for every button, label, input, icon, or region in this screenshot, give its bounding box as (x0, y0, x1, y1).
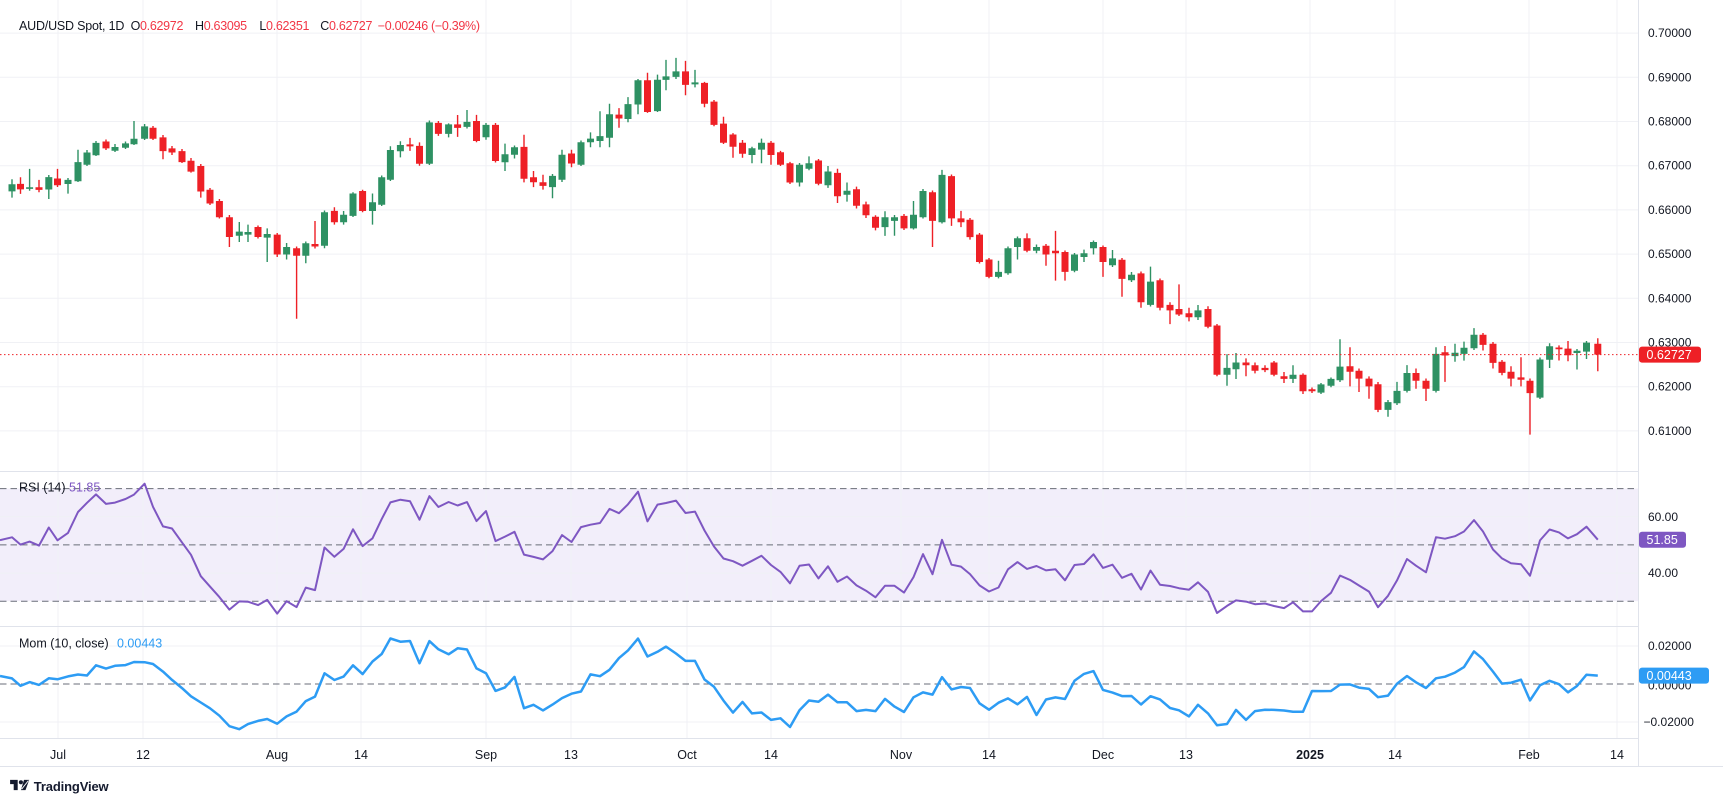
svg-text:0.70000: 0.70000 (1648, 26, 1692, 40)
svg-text:C0.62727: C0.62727 (320, 19, 372, 33)
svg-text:0.67000: 0.67000 (1648, 159, 1692, 173)
svg-text:14: 14 (764, 748, 778, 762)
svg-text:0.62727: 0.62727 (1647, 348, 1692, 362)
svg-text:TradingView: TradingView (34, 779, 110, 794)
svg-text:12: 12 (136, 748, 150, 762)
svg-text:L0.62351: L0.62351 (259, 19, 309, 33)
svg-text:14: 14 (982, 748, 996, 762)
svg-text:60.00: 60.00 (1648, 510, 1678, 524)
svg-text:0.65000: 0.65000 (1648, 247, 1692, 261)
svg-text:0.62000: 0.62000 (1648, 380, 1692, 394)
svg-text:Nov: Nov (890, 748, 913, 762)
svg-text:0.66000: 0.66000 (1648, 203, 1692, 217)
svg-text:13: 13 (1179, 748, 1193, 762)
svg-text:2025: 2025 (1296, 748, 1324, 762)
svg-text:14: 14 (354, 748, 368, 762)
svg-text:0.63000: 0.63000 (1648, 336, 1692, 350)
svg-text:14: 14 (1610, 748, 1624, 762)
svg-text:0.00443: 0.00443 (117, 637, 162, 651)
svg-text:0.02000: 0.02000 (1648, 639, 1692, 653)
svg-text:Aug: Aug (266, 748, 288, 762)
svg-text:Sep: Sep (475, 748, 497, 762)
svg-text:Oct: Oct (677, 748, 697, 762)
svg-text:0.00443: 0.00443 (1647, 669, 1692, 683)
svg-text:Dec: Dec (1092, 748, 1114, 762)
svg-text:H0.63095: H0.63095 (195, 19, 247, 33)
svg-text:0.64000: 0.64000 (1648, 291, 1692, 305)
svg-text:14: 14 (1388, 748, 1402, 762)
svg-text:13: 13 (564, 748, 578, 762)
svg-text:0.61000: 0.61000 (1648, 424, 1692, 438)
svg-text:0.68000: 0.68000 (1648, 115, 1692, 129)
svg-text:−0.00246 (−0.39%): −0.00246 (−0.39%) (378, 19, 480, 33)
svg-text:Mom (10, close): Mom (10, close) (19, 637, 109, 651)
svg-text:51.85: 51.85 (69, 481, 100, 495)
svg-text:51.85: 51.85 (1647, 533, 1678, 547)
svg-text:40.00: 40.00 (1648, 566, 1678, 580)
svg-text:−0.02000: −0.02000 (1644, 715, 1695, 729)
svg-text:Feb: Feb (1518, 748, 1540, 762)
svg-text:RSI (14): RSI (14) (19, 481, 66, 495)
svg-text:Jul: Jul (50, 748, 66, 762)
svg-text:AUD/USD Spot, 1D: AUD/USD Spot, 1D (19, 19, 124, 33)
svg-text:0.69000: 0.69000 (1648, 70, 1692, 84)
svg-text:O0.62972: O0.62972 (131, 19, 184, 33)
